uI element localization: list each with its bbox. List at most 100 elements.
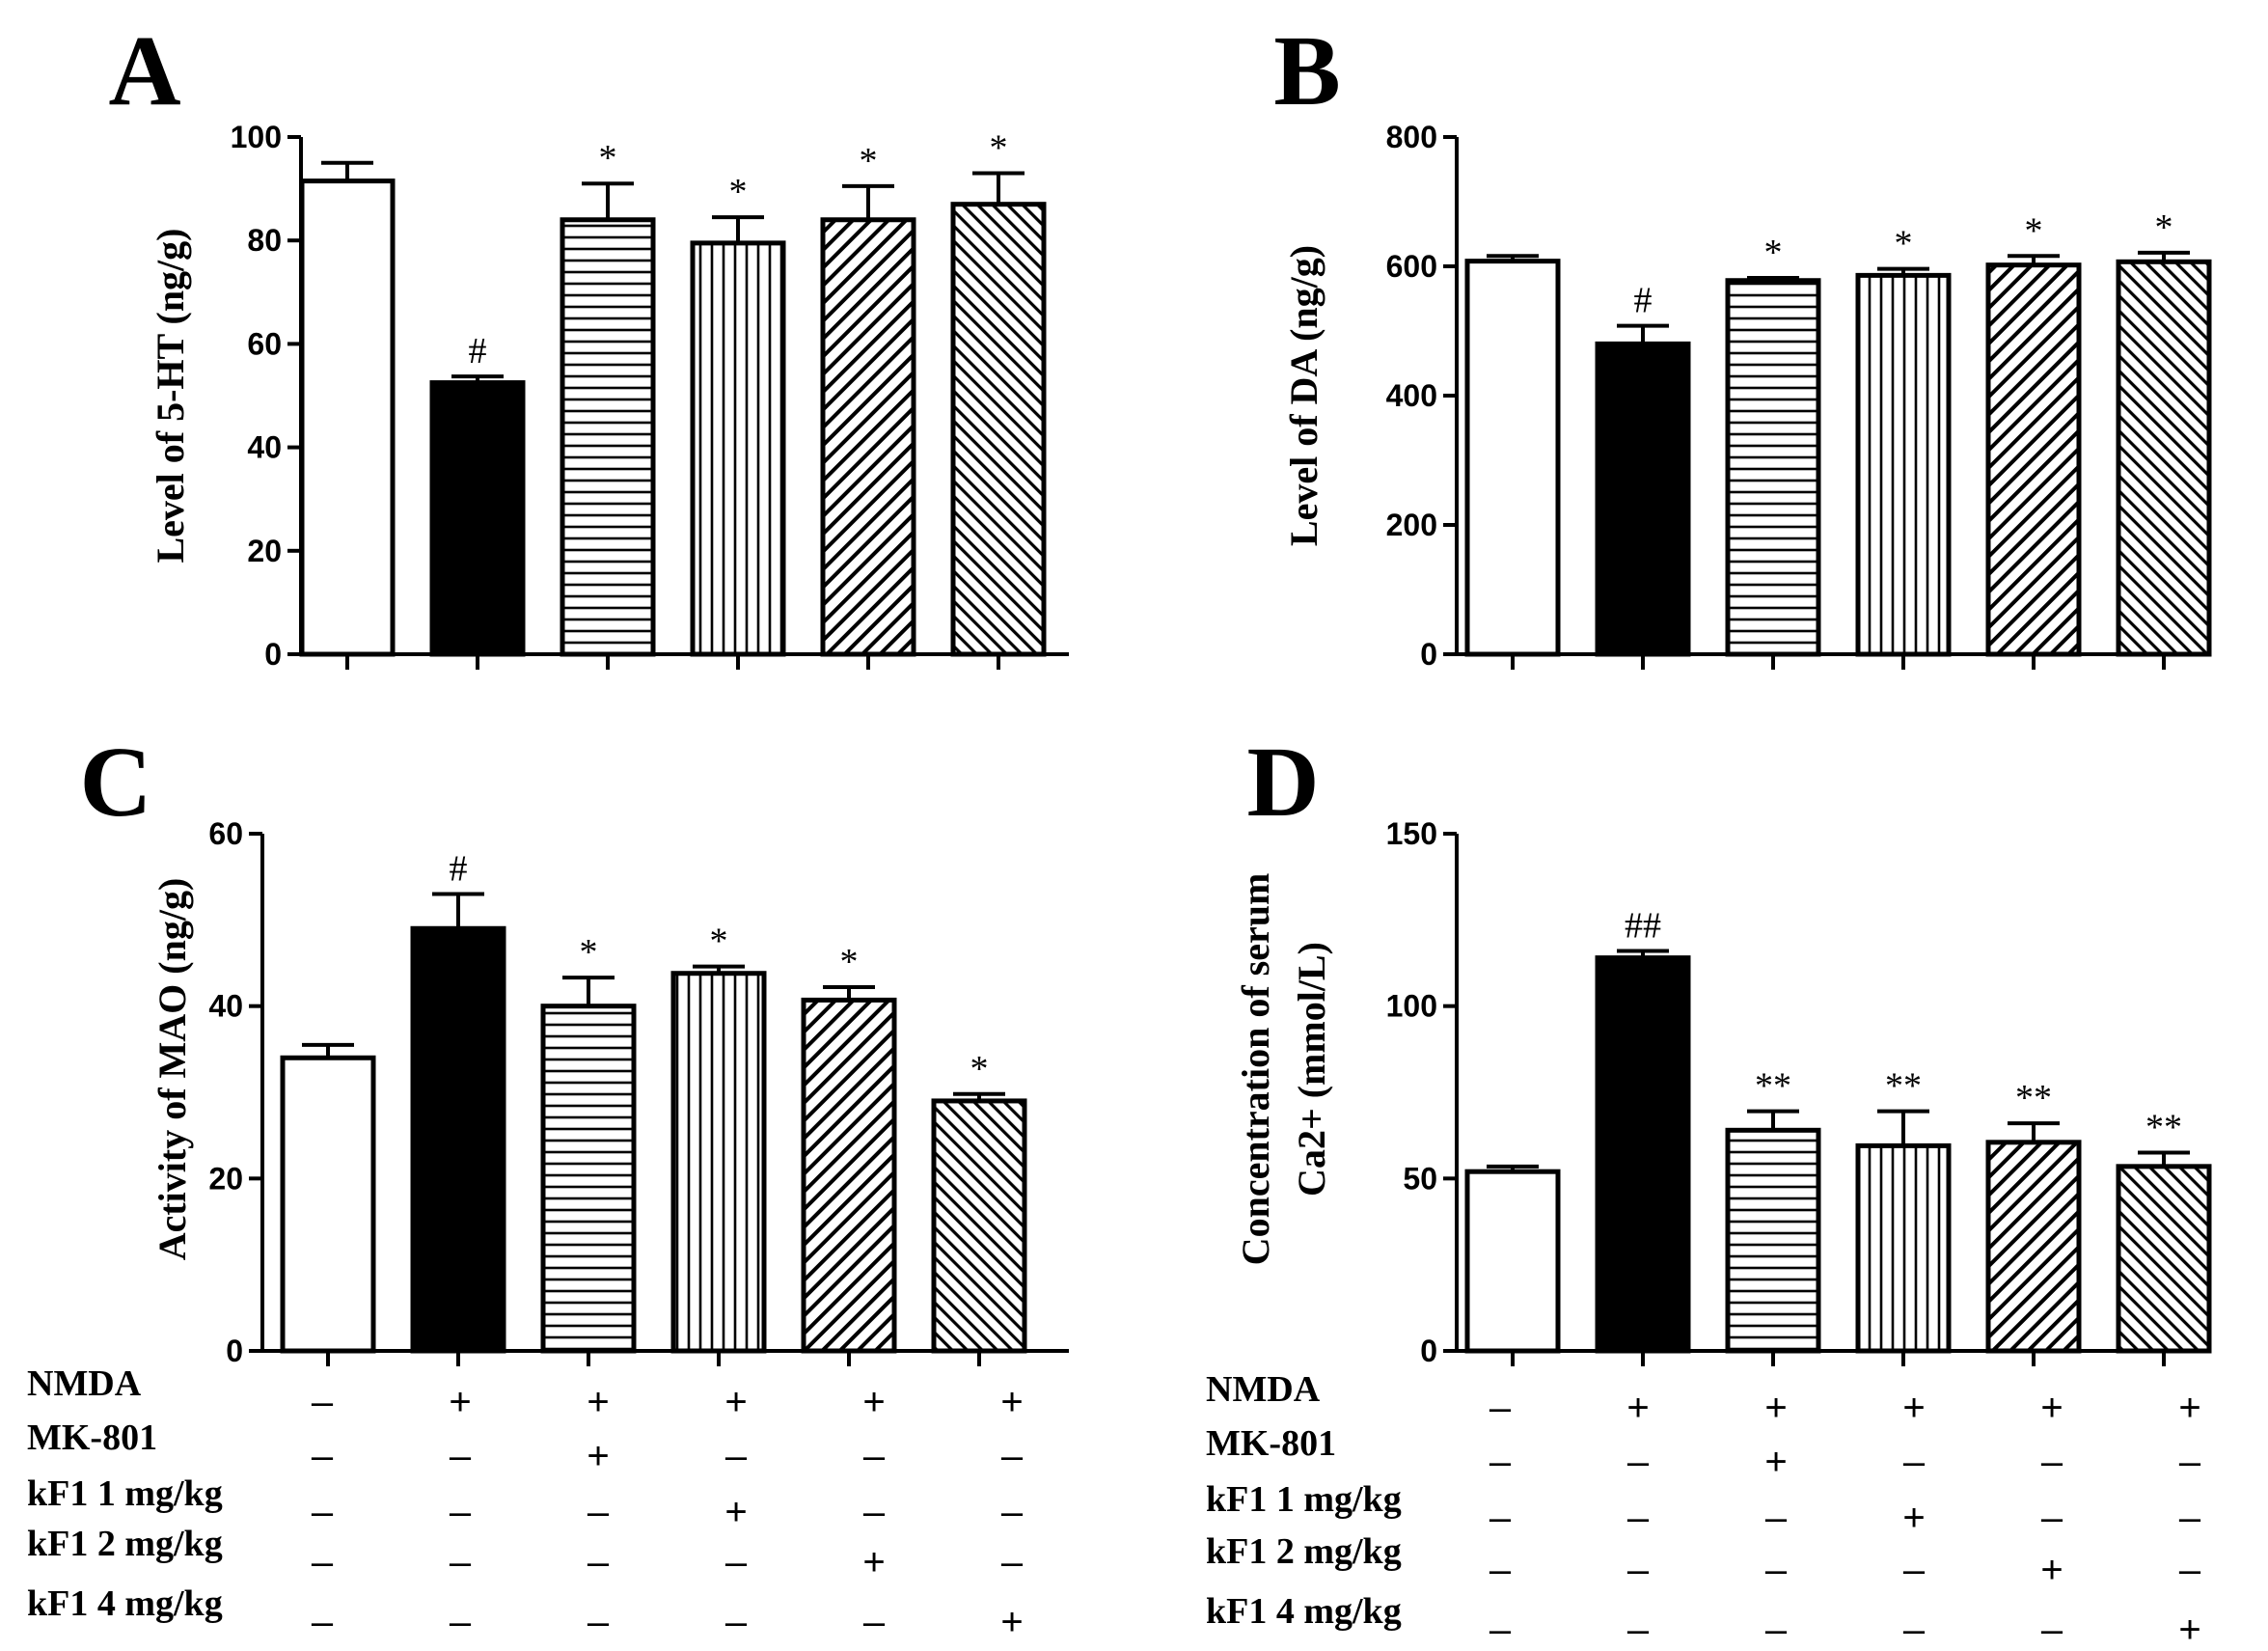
treatment-sign: – — [1765, 1549, 1788, 1591]
treatment-sign: – — [2041, 1497, 2063, 1539]
treatment-sign: – — [863, 1435, 886, 1477]
treatment-sign: + — [1000, 1601, 1023, 1643]
treatment-sign: + — [1764, 1441, 1787, 1483]
treatment-sign: – — [1903, 1441, 1926, 1483]
treatment-sign: – — [1489, 1441, 1512, 1483]
bar — [2116, 259, 2212, 657]
treatment-sign: + — [2178, 1609, 2200, 1651]
treatment-sign: – — [1001, 1541, 1024, 1583]
y-tick-label: 20 — [247, 534, 282, 568]
treatment-sign: – — [2041, 1441, 2063, 1483]
panel-letter: D — [1246, 727, 1319, 838]
treatment-sign: – — [450, 1491, 472, 1533]
treatment-sign: – — [1001, 1491, 1024, 1533]
panel-a: A Level of 5-HT (ng/g) 0 20 40 60 80 100 # * * * * — [108, 15, 1069, 672]
row-label: MK-801 — [1206, 1423, 1336, 1464]
row-label: kF1 2 mg/kg — [27, 1524, 223, 1564]
panel-b: B Level of DA (ng/g) 0 200 400 600 800 # * * * * — [1273, 15, 2212, 672]
treatment-sign: – — [312, 1491, 334, 1533]
bar — [820, 217, 916, 657]
y-tick-label: 50 — [1403, 1161, 1437, 1196]
y-tick-label: 40 — [208, 989, 243, 1024]
y-tick-label: 200 — [1386, 508, 1437, 542]
bar — [1725, 278, 1821, 657]
y-tick-label: 100 — [231, 120, 282, 154]
significance-mark: * — [2025, 210, 2043, 251]
y-tick-label: 600 — [1386, 249, 1437, 284]
treatment-sign: + — [2040, 1387, 2063, 1429]
bar — [690, 240, 786, 657]
treatment-sign: + — [1902, 1387, 1925, 1429]
significance-mark: * — [580, 932, 598, 973]
significance-mark: ** — [1755, 1066, 1791, 1107]
significance-mark: * — [970, 1049, 989, 1089]
significance-mark: ** — [2145, 1108, 2182, 1148]
bar — [1985, 1140, 2082, 1354]
significance-mark: * — [729, 172, 748, 212]
bar — [931, 1098, 1027, 1354]
row-label: NMDA — [27, 1363, 142, 1404]
y-tick-label: 60 — [247, 326, 282, 361]
treatment-sign: – — [725, 1435, 748, 1477]
treatment-table: NMDA – + + + + + MK-801 – – + – – – kF1 1 mg/kg – – – + – – k… — [1206, 1369, 2201, 1651]
treatment-sign: – — [587, 1601, 610, 1643]
panel-letter: B — [1273, 15, 1340, 126]
row-label: kF1 1 mg/kg — [27, 1473, 223, 1514]
treatment-sign: + — [862, 1541, 885, 1583]
significance-mark: * — [710, 922, 728, 962]
treatment-sign: – — [1627, 1549, 1650, 1591]
y-tick-label: 20 — [208, 1161, 243, 1196]
y-tick-label: 40 — [247, 430, 282, 465]
treatment-sign: + — [724, 1381, 747, 1423]
bar — [670, 971, 767, 1354]
significance-mark: * — [2155, 207, 2173, 248]
y-axis-label: Activity of MAO (ng/g) — [150, 878, 194, 1261]
significance-mark: * — [840, 942, 859, 982]
row-label: kF1 4 mg/kg — [1206, 1591, 1402, 1632]
treatment-sign: – — [1765, 1609, 1788, 1651]
treatment-sign: – — [312, 1435, 334, 1477]
bar — [1595, 955, 1691, 1354]
treatment-sign: + — [1902, 1497, 1925, 1539]
treatment-sign: – — [1627, 1497, 1650, 1539]
significance-mark: * — [860, 141, 878, 181]
bar — [1595, 341, 1691, 657]
significance-mark: ## — [1625, 905, 1661, 946]
treatment-sign: – — [1489, 1497, 1512, 1539]
treatment-sign: + — [1626, 1387, 1649, 1429]
treatment-sign: – — [450, 1601, 472, 1643]
y-tick-label: 80 — [247, 223, 282, 258]
y-tick-label: 60 — [208, 816, 243, 851]
bar — [1855, 1142, 1952, 1354]
treatment-sign: – — [725, 1601, 748, 1643]
y-tick-label: 400 — [1386, 378, 1437, 413]
treatment-sign: – — [587, 1541, 610, 1583]
bar — [299, 179, 396, 657]
treatment-sign: – — [1489, 1609, 1512, 1651]
bar — [280, 1055, 376, 1354]
treatment-sign: – — [1627, 1609, 1650, 1651]
treatment-sign: – — [863, 1601, 886, 1643]
row-label: kF1 1 mg/kg — [1206, 1479, 1402, 1520]
y-axis-label: Level of 5-HT (ng/g) — [149, 228, 192, 563]
bar — [1464, 259, 1561, 657]
bar — [1985, 262, 2082, 657]
treatment-sign: – — [1489, 1387, 1512, 1429]
y-tick-label: 0 — [1420, 1334, 1437, 1368]
y-axis-label: Level of DA (ng/g) — [1282, 245, 1325, 546]
treatment-sign: – — [450, 1435, 472, 1477]
treatment-sign: – — [2179, 1549, 2201, 1591]
row-label: kF1 2 mg/kg — [1206, 1531, 1402, 1572]
treatment-sign: + — [862, 1381, 885, 1423]
treatment-sign: – — [2041, 1609, 2063, 1651]
y-tick-label: 800 — [1386, 120, 1437, 154]
significance-mark: # — [469, 331, 487, 371]
panel-letter: C — [79, 727, 151, 838]
bar — [1855, 272, 1952, 657]
significance-mark: ** — [2015, 1078, 2052, 1118]
treatment-sign: – — [1903, 1549, 1926, 1591]
y-tick-label: 0 — [1420, 637, 1437, 672]
significance-mark: ** — [1885, 1066, 1922, 1107]
y-axis-label: Concentration of serum — [1234, 873, 1277, 1266]
panel-c: C Activity of MAO (ng/g) 0 20 40 60 # * * * * — [79, 727, 1069, 1368]
